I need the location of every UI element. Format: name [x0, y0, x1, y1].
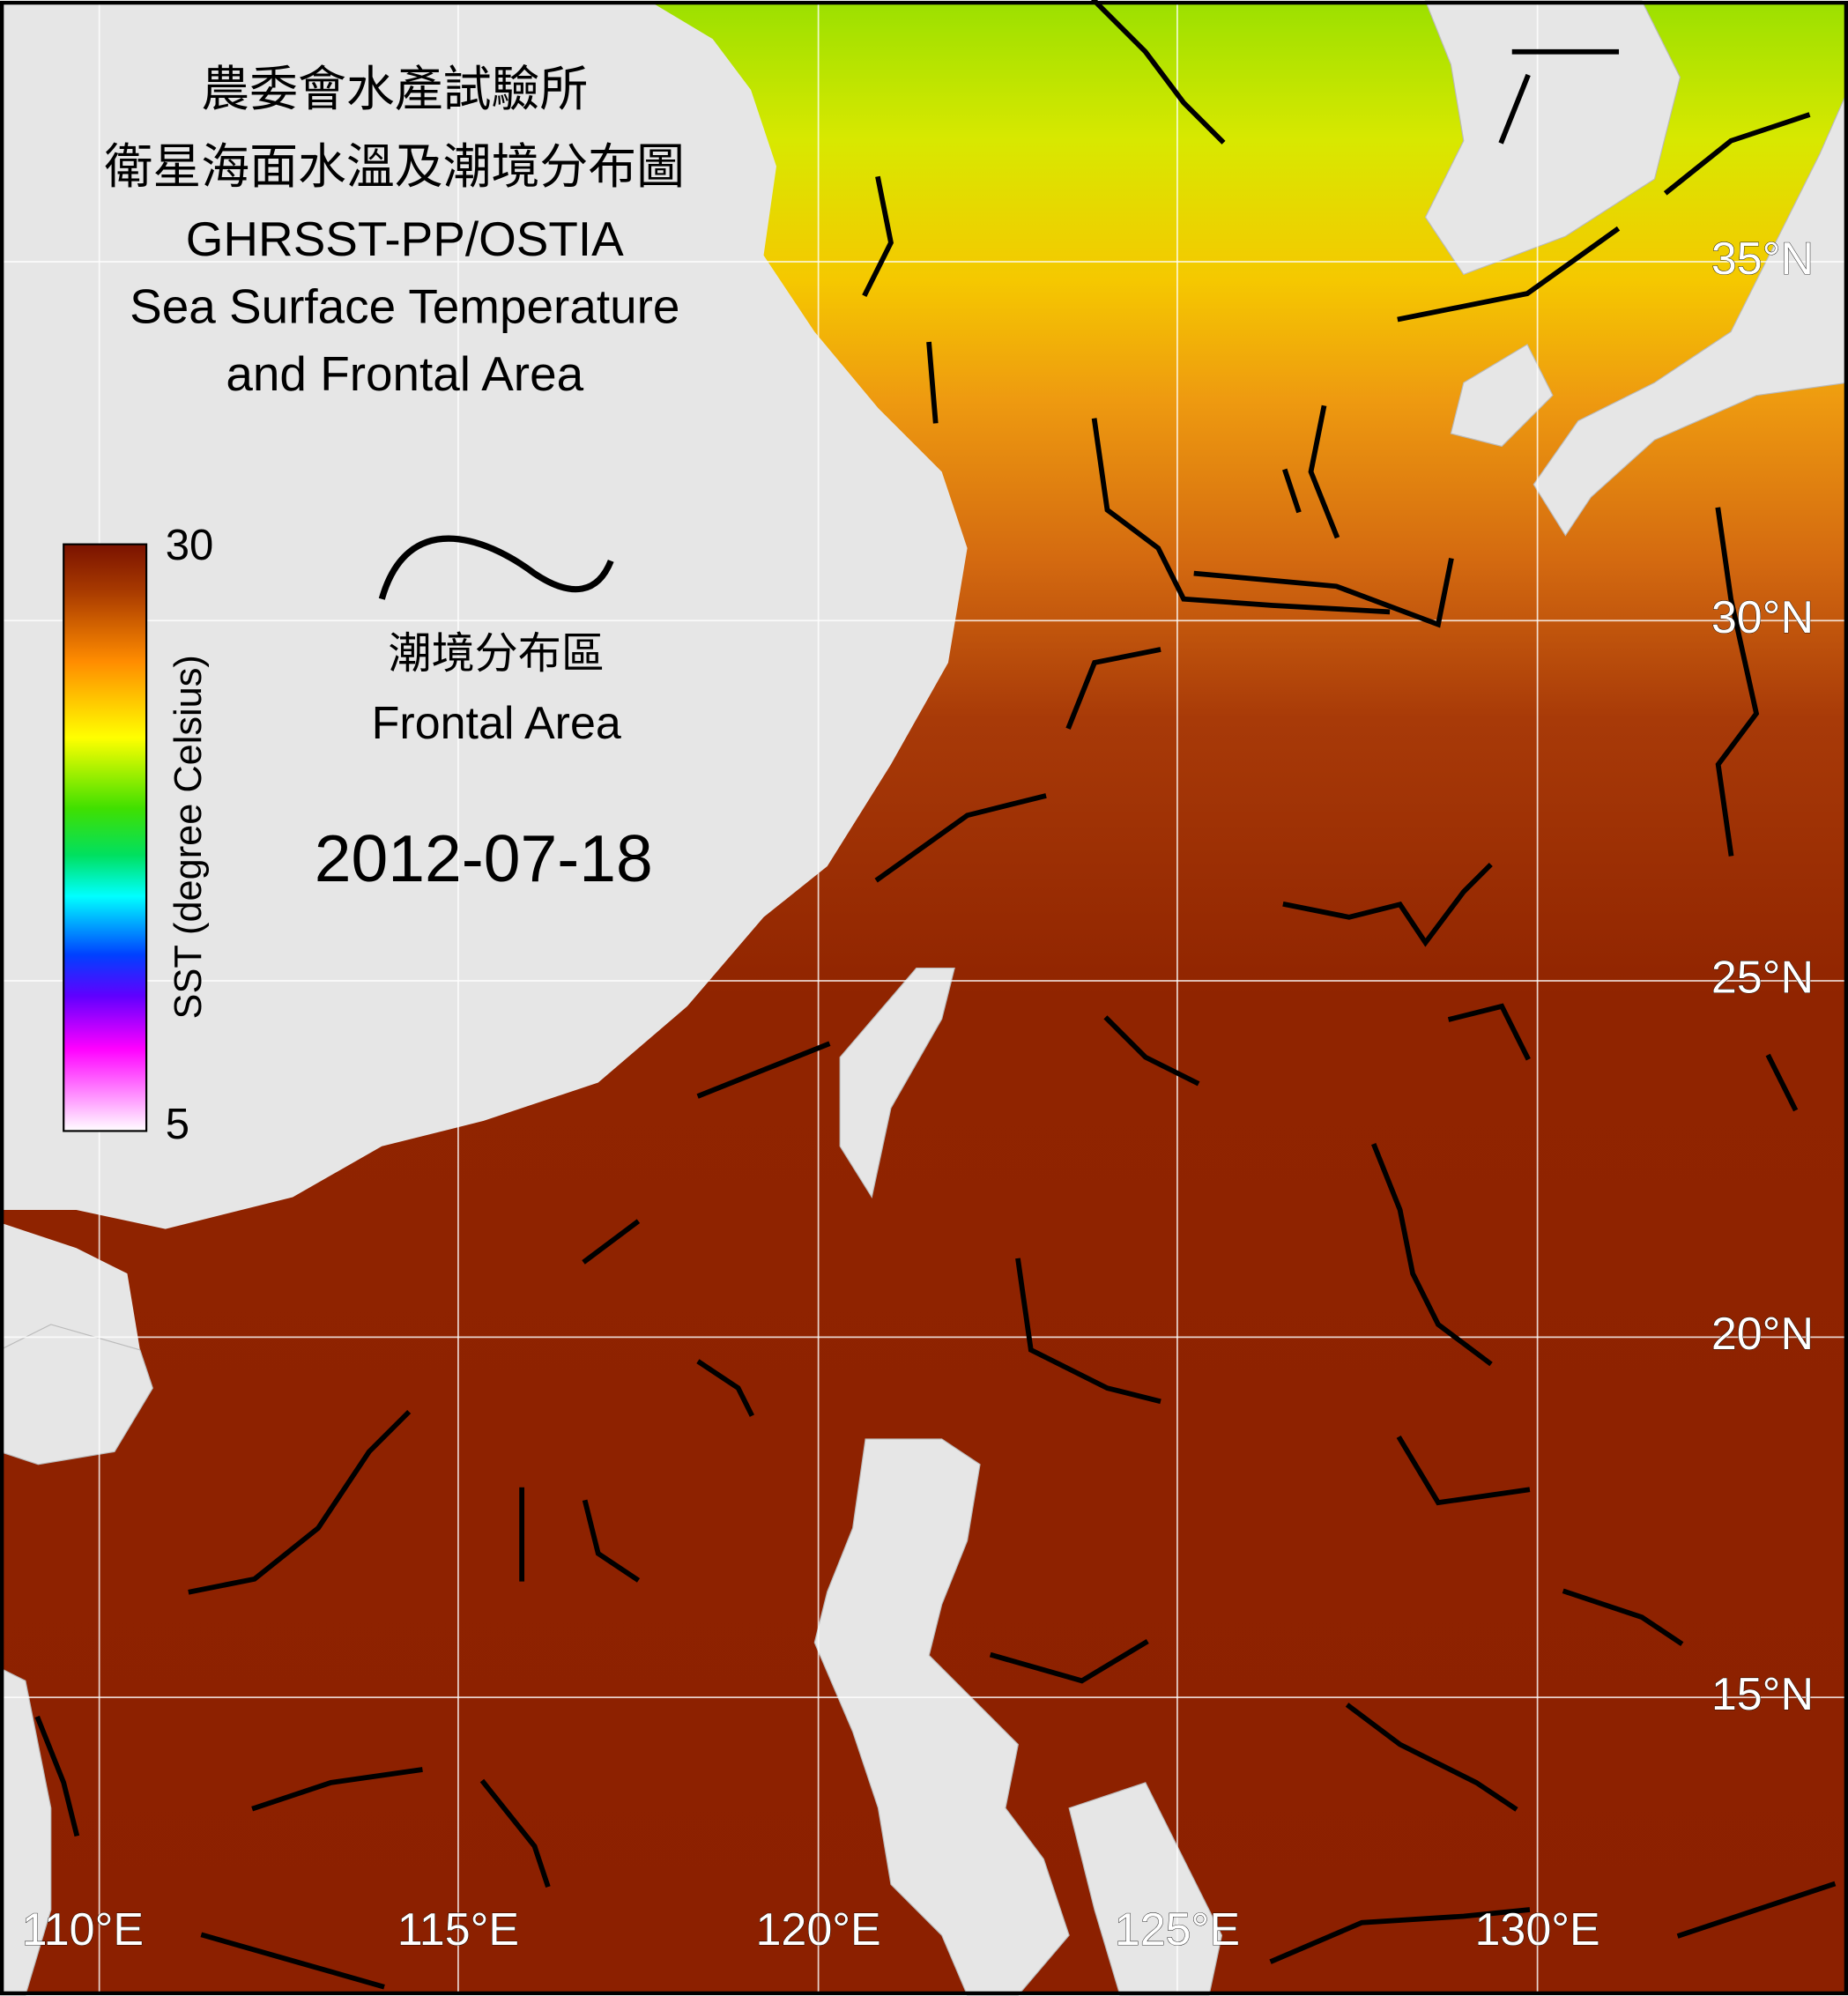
- frontal-lines: [34, 0, 1837, 1990]
- title: 農委會水產試驗所 衛星海面水溫及潮境分布圖 GHRSST-PP/OSTIA Se…: [104, 61, 685, 401]
- lat-label: 15°N: [1711, 1669, 1814, 1720]
- title-line: and Frontal Area: [226, 346, 583, 401]
- colorbar-max: 30: [166, 522, 214, 569]
- lon-label: 125°E: [1115, 1904, 1240, 1955]
- title-line: Sea Surface Temperature: [130, 278, 679, 333]
- lon-label: 115°E: [397, 1904, 519, 1955]
- lat-label: 30°N: [1711, 592, 1814, 643]
- title-line: 衛星海面水溫及潮境分布圖: [104, 138, 685, 195]
- lon-label: 120°E: [756, 1904, 881, 1955]
- colorbar-label: SST (degree Celsius): [167, 655, 210, 1019]
- colorbar-scale: [63, 543, 148, 1132]
- date: 2012-07-18: [315, 821, 653, 895]
- colorbar-min: 5: [166, 1101, 189, 1148]
- lon-labels: 110°E 115°E 120°E 125°E 130°E: [21, 1904, 1600, 1956]
- lon-label: 130°E: [1475, 1904, 1600, 1955]
- front-legend-zh: 潮境分布區: [389, 627, 605, 679]
- front-legend-symbol: [378, 535, 614, 600]
- lat-label: 20°N: [1711, 1309, 1814, 1360]
- colorbar: 30 5 SST (degree Celsius): [63, 522, 213, 1148]
- lat-label: 35°N: [1711, 234, 1814, 285]
- front-legend: 潮境分布區 Frontal Area: [372, 535, 621, 749]
- title-line: GHRSST-PP/OSTIA: [186, 211, 624, 266]
- lat-label: 25°N: [1711, 953, 1814, 1004]
- lat-labels: 35°N 30°N 25°N 20°N 15°N: [1711, 233, 1814, 1720]
- lon-label: 110°E: [22, 1904, 144, 1955]
- title-line: 農委會水產試驗所: [201, 61, 588, 117]
- front-legend-en: Frontal Area: [372, 698, 621, 749]
